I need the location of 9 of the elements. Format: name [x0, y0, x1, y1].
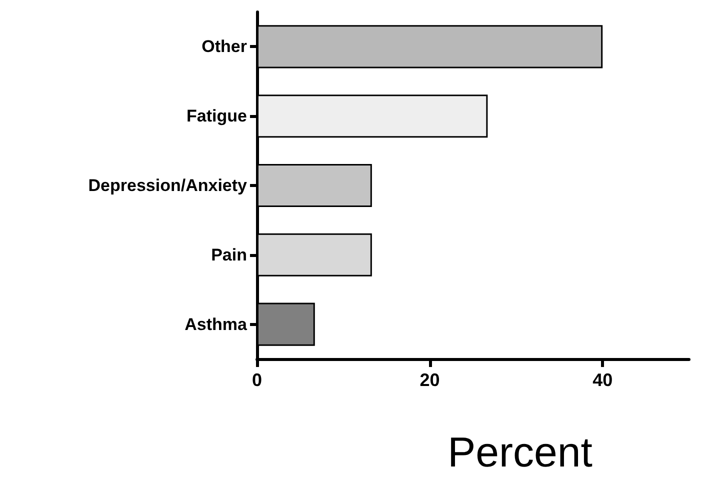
x-tick-label: 0 — [252, 370, 262, 390]
x-axis-title: Percent — [448, 428, 593, 476]
y-tick-label: Fatigue — [186, 106, 247, 126]
y-tick-label: Asthma — [184, 314, 248, 334]
y-tick-label: Depression/Anxiety — [88, 176, 248, 195]
y-tick-label: Pain — [211, 245, 247, 264]
x-tick-label: 20 — [420, 370, 440, 390]
y-tick-label: Other — [202, 37, 248, 56]
x-tick-label: 40 — [592, 370, 613, 390]
